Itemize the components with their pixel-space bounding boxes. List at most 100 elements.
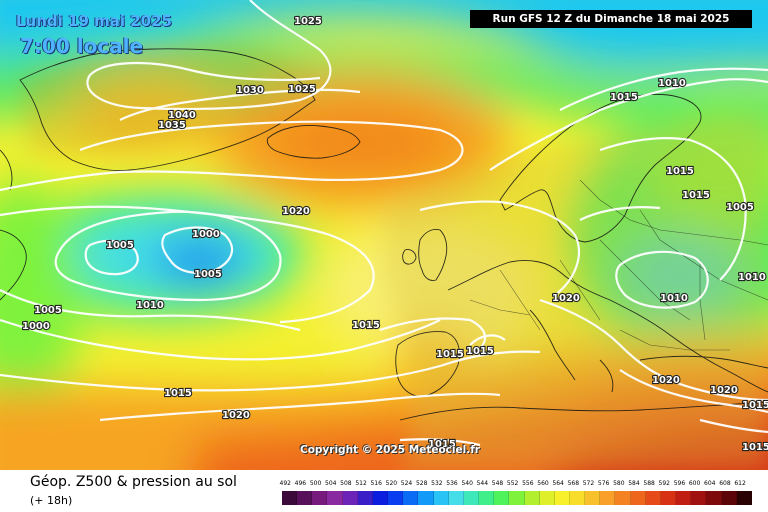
- scale-color-cell: [691, 491, 707, 505]
- color-scale-labels: 492 496 500 504 508 512 516 520 524 528 532 536 540 5…: [279, 480, 752, 490]
- scale-color-cell: [463, 491, 480, 505]
- scale-tick-label: 584: [628, 480, 640, 487]
- isobar-label: 1020: [552, 293, 580, 304]
- isobar-label: 1015: [352, 320, 380, 331]
- scale-tick-label: 504: [325, 480, 337, 487]
- scale-tick-label: 540: [461, 480, 473, 487]
- color-scale-bar: [282, 491, 752, 505]
- product-title: Géop. Z500 & pression au sol: [30, 474, 237, 490]
- scale-color-cell: [418, 491, 434, 505]
- scale-color-cell: [297, 491, 313, 505]
- scale-color-cell: [448, 491, 464, 505]
- scale-color-cell: [357, 491, 373, 505]
- scale-color-cell: [676, 491, 692, 505]
- scale-color-cell: [569, 491, 586, 505]
- scale-color-cell: [736, 491, 752, 505]
- scale-color-cell: [645, 491, 661, 505]
- isobar-label: 1025: [294, 16, 322, 27]
- scale-tick-label: 524: [400, 480, 413, 487]
- scale-color-cell: [554, 491, 570, 505]
- scale-tick-label: 572: [582, 480, 595, 487]
- scale-tick-label: 492: [279, 480, 291, 487]
- scale-tick-label: 516: [370, 480, 382, 487]
- scale-tick-label: 576: [597, 480, 610, 487]
- isobar-label: 1020: [282, 206, 310, 217]
- scale-tick-label: 592: [658, 480, 670, 487]
- scale-color-cell: [509, 491, 525, 505]
- scale-color-cell: [282, 491, 298, 505]
- isobar-label: 1010: [738, 272, 766, 283]
- isobar-label: 1020: [710, 385, 738, 396]
- scale-color-cell: [630, 491, 646, 505]
- isobar-label: 1020: [222, 410, 250, 421]
- isobar-label: 1010: [136, 300, 164, 311]
- isobars: [0, 0, 768, 447]
- scale-tick-label: 508: [340, 480, 352, 487]
- isobar-label: 1015: [742, 400, 768, 411]
- scale-color-cell: [539, 491, 555, 505]
- scale-color-cell: [388, 491, 404, 505]
- scale-color-cell: [312, 491, 328, 505]
- scale-tick-label: 548: [491, 480, 504, 487]
- scale-tick-label: 556: [522, 480, 534, 487]
- isobar-label: 1015: [682, 190, 710, 201]
- isobar-label: 1005: [34, 305, 62, 316]
- scale-tick-label: 560: [537, 480, 549, 487]
- isobar-labels: 1025 1030 1025 1040 1035 1020 1000 1005 …: [21, 15, 768, 454]
- scale-tick-label: 532: [431, 480, 443, 487]
- borders: [469, 179, 768, 351]
- scale-color-cell: [706, 491, 722, 505]
- scale-color-cell: [372, 491, 389, 505]
- scale-tick-label: 588: [643, 480, 655, 487]
- scale-tick-label: 520: [385, 480, 398, 487]
- scale-color-cell: [600, 491, 616, 505]
- scale-tick-label: 580: [613, 480, 625, 487]
- isobar-label: 1035: [158, 120, 186, 131]
- isobar-label: 1005: [726, 202, 754, 213]
- forecast-date: Lundi 19 mai 2025: [16, 12, 172, 30]
- isobar-label: 1005: [194, 269, 222, 280]
- scale-tick-label: 596: [673, 480, 686, 487]
- scale-tick-label: 496: [294, 480, 307, 487]
- scale-tick-label: 500: [309, 480, 322, 487]
- isobar-label: 1030: [236, 85, 264, 96]
- scale-color-cell: [494, 491, 510, 505]
- forecast-map: 1025 1030 1025 1040 1035 1020 1000 1005 …: [0, 0, 768, 470]
- scale-color-cell: [327, 491, 343, 505]
- forecast-lead-time: (+ 18h): [30, 494, 73, 507]
- isobar-label: 1015: [466, 346, 494, 357]
- scale-color-cell: [403, 491, 419, 505]
- isobar-label: 1000: [192, 229, 220, 240]
- isobar-label: 1010: [660, 293, 688, 304]
- isobar-label: 1005: [106, 240, 134, 251]
- isobar-label: 1040: [168, 110, 196, 121]
- scale-color-cell: [479, 491, 495, 505]
- isobar-label: 1015: [742, 442, 768, 453]
- scale-color-cell: [433, 491, 449, 505]
- scale-color-cell: [585, 491, 601, 505]
- scale-color-cell: [342, 491, 358, 505]
- isobar-label: 1020: [652, 375, 680, 386]
- isobar-label: 1025: [288, 84, 316, 95]
- isobar-label: 1010: [658, 78, 686, 89]
- isobar-label: 1015: [164, 388, 192, 399]
- run-info: Run GFS 12 Z du Dimanche 18 mai 2025: [470, 10, 752, 28]
- scale-color-cell: [615, 491, 631, 505]
- isobar-label: 1015: [428, 439, 456, 450]
- scale-tick-label: 604: [704, 480, 716, 487]
- isobar-label: 1000: [22, 321, 50, 332]
- scale-tick-label: 536: [446, 480, 458, 487]
- scale-color-cell: [660, 491, 677, 505]
- scale-tick-label: 564: [552, 480, 564, 487]
- scale-tick-label: 512: [355, 480, 367, 487]
- scale-tick-label: 552: [506, 480, 519, 487]
- isobar-label: 1015: [610, 92, 638, 103]
- forecast-time: 7:00 locale: [20, 34, 144, 58]
- scale-tick-label: 544: [476, 480, 489, 487]
- copyright-notice: Copyright © 2025 Meteociel.fr: [300, 444, 480, 456]
- isobar-label: 1015: [666, 166, 694, 177]
- scale-color-cell: [721, 491, 737, 505]
- scale-color-cell: [524, 491, 540, 505]
- scale-tick-label: 528: [415, 480, 428, 487]
